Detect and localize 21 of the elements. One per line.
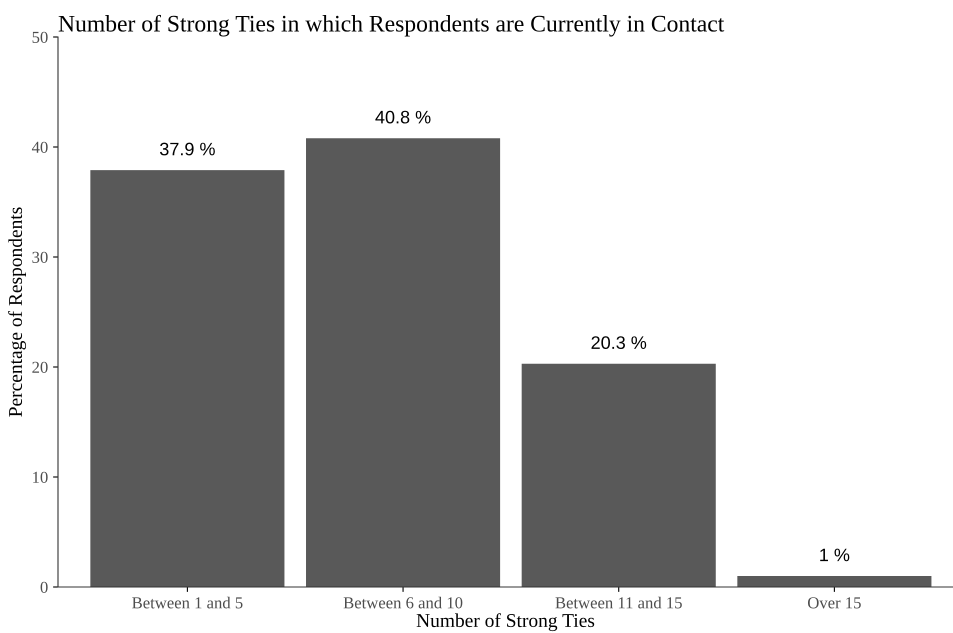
bar	[306, 138, 500, 587]
x-axis-title: Number of Strong Ties	[416, 613, 594, 632]
data-label: 37.9 %	[160, 142, 215, 156]
bar	[737, 576, 932, 587]
x-tick-label: Over 15	[808, 597, 861, 608]
data-label: 40.8 %	[375, 110, 431, 124]
x-tick-label: Between 11 and 15	[555, 596, 682, 608]
y-tick-label: 50	[32, 32, 48, 43]
x-tick-label: Between 6 and 10	[344, 596, 462, 608]
y-tick-label: 40	[32, 142, 48, 153]
y-tick-label: 20	[32, 362, 48, 373]
data-label: 1 %	[820, 548, 850, 562]
y-tick-label: 30	[32, 252, 48, 263]
y-tick-label: 0	[40, 582, 48, 593]
data-label: 20.3 %	[592, 336, 646, 350]
y-tick-label: 10	[33, 472, 48, 483]
x-tick-label: Between 1 and 5	[132, 596, 243, 608]
chart-title: Number of Strong Ties in which Respondents are Currently in Contact	[58, 14, 724, 37]
bar	[90, 170, 284, 587]
bar	[522, 364, 716, 587]
y-axis-title: Percentage of Respondents	[8, 207, 26, 417]
